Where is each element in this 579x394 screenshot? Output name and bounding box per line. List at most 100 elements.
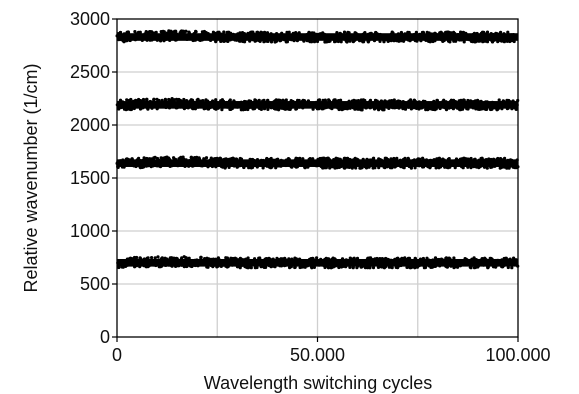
data-point [376,262,380,266]
data-point [497,103,501,107]
data-point [157,158,161,162]
data-point [372,106,377,110]
data-point [316,161,320,165]
data-point [202,163,206,167]
data-point [345,165,349,169]
data-point [154,30,158,34]
data-point [425,161,429,165]
data-point [232,263,236,267]
y-tick-label: 1000 [70,221,110,241]
data-point [476,101,480,105]
data-point [342,105,346,109]
data-point [507,159,511,163]
data-point [442,105,446,109]
data-point [388,162,392,167]
data-point [215,103,219,107]
data-point [172,99,176,103]
data-point [441,258,445,262]
data-point [245,35,249,40]
data-point [167,263,171,267]
data-point [369,31,373,35]
data-point [154,262,158,266]
data-point [414,30,418,34]
data-point [364,106,368,110]
data-point [441,102,445,106]
data-point [495,261,499,265]
data-point [425,256,429,260]
data-point [445,265,449,269]
data-point [473,157,477,161]
data-point [252,100,256,104]
data-point [123,104,127,108]
data-point [453,31,457,36]
data-point [451,100,456,104]
data-point [133,258,137,262]
data-point [324,166,328,170]
data-point [213,100,217,104]
data-point [255,261,259,265]
data-point [338,160,342,164]
data-point [230,105,234,109]
data-point [417,158,421,162]
data-point [340,257,345,261]
data-point [206,165,210,169]
data-point [403,156,407,160]
data-point [281,98,285,102]
data-point [474,165,479,169]
data-point [311,157,315,161]
data-point [248,105,252,109]
data-point [266,105,270,109]
data-point [376,259,380,263]
data-point [298,156,302,160]
data-point [290,164,294,168]
data-point [255,158,260,162]
data-point [187,256,191,260]
data-point [326,158,330,162]
data-point [393,262,398,266]
data-point [439,30,443,34]
data-point [270,165,274,169]
data-point [368,36,372,40]
data-point [507,164,511,168]
data-point [300,99,304,104]
data-point [427,32,431,36]
data-point [362,31,367,35]
data-point [449,261,453,266]
data-point [506,36,510,40]
data-point [366,39,370,43]
data-point [152,263,156,267]
data-point [424,158,429,162]
data-point [313,104,317,108]
data-point [125,98,129,102]
data-point [164,162,169,166]
data-point [275,39,279,43]
data-point [468,162,472,166]
data-point [251,159,255,164]
data-point [259,265,263,269]
data-point [396,32,400,36]
data-point [347,101,351,105]
data-point [149,100,153,104]
data-point [394,35,398,39]
data-point [413,99,417,103]
data-point [305,159,309,163]
data-point [197,158,201,162]
data-point [324,256,328,260]
data-point [226,158,230,162]
data-point [466,102,470,106]
data-point [379,99,383,103]
data-point [432,99,436,103]
data-point [372,156,376,160]
data-point [383,36,387,40]
data-point [500,102,505,106]
data-point [129,160,133,164]
data-point [376,32,380,36]
data-point [396,259,400,263]
data-point [273,265,277,269]
data-point [375,161,379,165]
data-point [498,160,502,164]
data-point [505,260,509,264]
data-point [182,33,186,37]
data-point [265,157,269,161]
